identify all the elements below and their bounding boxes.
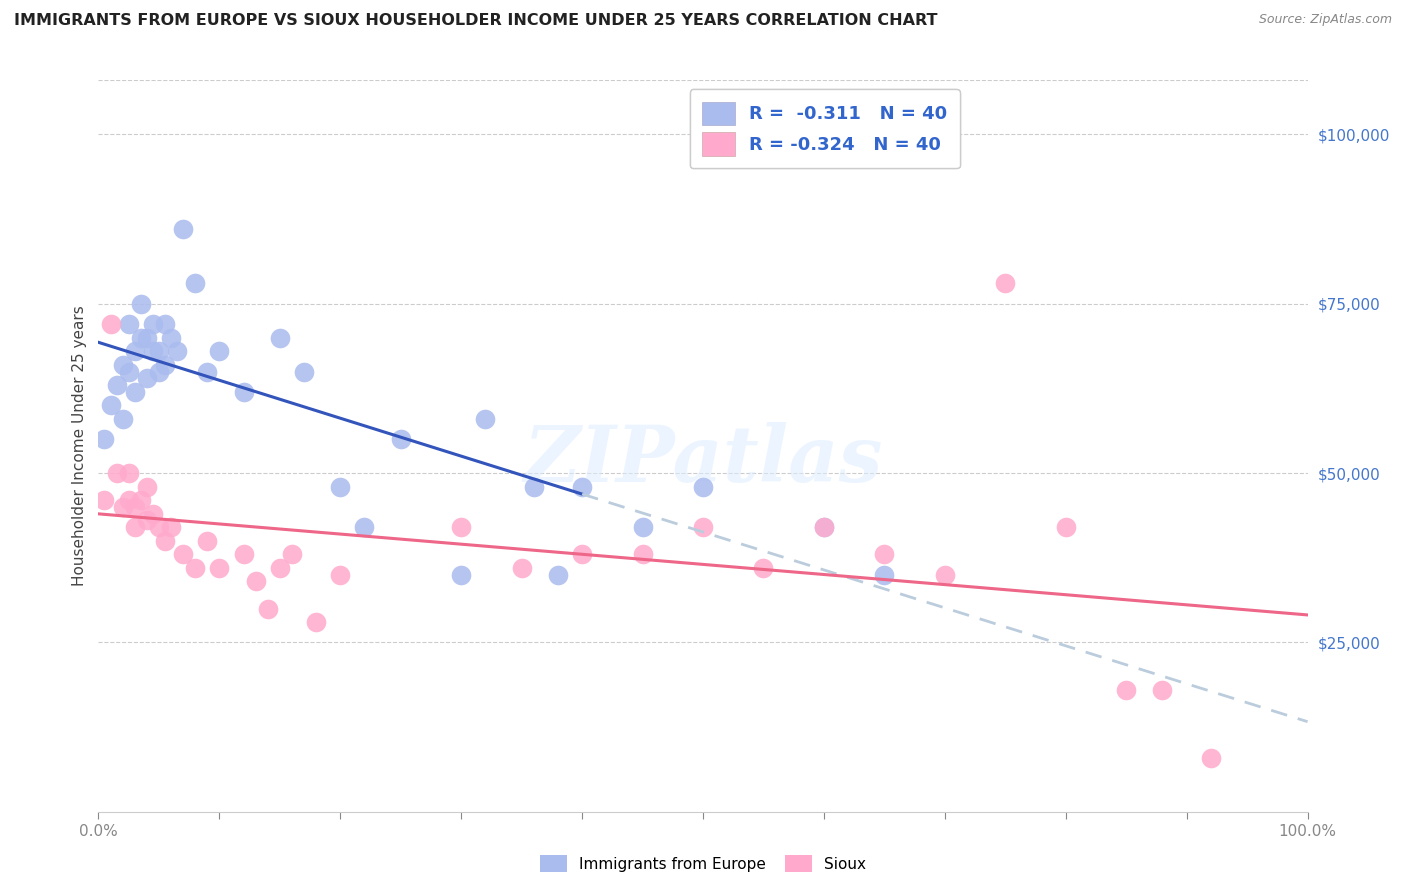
- Point: [118, 364, 141, 378]
- Point: [631, 520, 654, 534]
- Point: [105, 378, 128, 392]
- Point: [994, 277, 1017, 291]
- Point: [160, 520, 183, 534]
- Point: [124, 520, 146, 534]
- Point: [111, 358, 134, 372]
- Point: [523, 480, 546, 494]
- Point: [166, 344, 188, 359]
- Point: [353, 520, 375, 534]
- Point: [1115, 682, 1137, 697]
- Point: [135, 371, 157, 385]
- Point: [129, 297, 152, 311]
- Point: [142, 344, 165, 359]
- Point: [135, 514, 157, 528]
- Point: [389, 432, 412, 446]
- Point: [172, 222, 194, 236]
- Point: [129, 331, 152, 345]
- Point: [281, 547, 304, 561]
- Point: [148, 344, 170, 359]
- Point: [195, 533, 218, 548]
- Point: [195, 364, 218, 378]
- Point: [100, 317, 122, 331]
- Point: [124, 384, 146, 399]
- Point: [752, 561, 775, 575]
- Point: [692, 480, 714, 494]
- Point: [124, 500, 146, 514]
- Point: [184, 277, 207, 291]
- Point: [135, 331, 157, 345]
- Point: [631, 547, 654, 561]
- Point: [118, 493, 141, 508]
- Point: [124, 344, 146, 359]
- Point: [100, 398, 122, 412]
- Point: [450, 520, 472, 534]
- Point: [547, 567, 569, 582]
- Point: [269, 331, 291, 345]
- Point: [329, 480, 352, 494]
- Point: [305, 615, 328, 629]
- Point: [510, 561, 533, 575]
- Point: [474, 412, 496, 426]
- Point: [160, 331, 183, 345]
- Point: [450, 567, 472, 582]
- Point: [208, 344, 231, 359]
- Point: [93, 493, 115, 508]
- Point: [934, 567, 956, 582]
- Point: [873, 567, 896, 582]
- Point: [153, 358, 176, 372]
- Point: [142, 317, 165, 331]
- Point: [118, 466, 141, 480]
- Point: [184, 561, 207, 575]
- Y-axis label: Householder Income Under 25 years: Householder Income Under 25 years: [72, 306, 87, 586]
- Text: IMMIGRANTS FROM EUROPE VS SIOUX HOUSEHOLDER INCOME UNDER 25 YEARS CORRELATION CH: IMMIGRANTS FROM EUROPE VS SIOUX HOUSEHOL…: [14, 13, 938, 29]
- Point: [105, 466, 128, 480]
- Point: [329, 567, 352, 582]
- Point: [813, 520, 835, 534]
- Legend: Immigrants from Europe, Sioux: Immigrants from Europe, Sioux: [531, 847, 875, 880]
- Point: [571, 480, 593, 494]
- Text: ZIPatlas: ZIPatlas: [523, 423, 883, 499]
- Point: [813, 520, 835, 534]
- Point: [148, 364, 170, 378]
- Point: [153, 533, 176, 548]
- Point: [256, 601, 278, 615]
- Point: [208, 561, 231, 575]
- Point: [1152, 682, 1174, 697]
- Text: Source: ZipAtlas.com: Source: ZipAtlas.com: [1258, 13, 1392, 27]
- Point: [1199, 750, 1222, 764]
- Point: [873, 547, 896, 561]
- Point: [571, 547, 593, 561]
- Point: [1054, 520, 1077, 534]
- Point: [692, 520, 714, 534]
- Point: [118, 317, 141, 331]
- Point: [111, 412, 134, 426]
- Point: [245, 574, 267, 589]
- Point: [292, 364, 315, 378]
- Point: [269, 561, 291, 575]
- Legend: R =  -0.311   N = 40, R = -0.324   N = 40: R = -0.311 N = 40, R = -0.324 N = 40: [689, 89, 960, 169]
- Point: [111, 500, 134, 514]
- Point: [142, 507, 165, 521]
- Point: [232, 547, 254, 561]
- Point: [172, 547, 194, 561]
- Point: [129, 493, 152, 508]
- Point: [148, 520, 170, 534]
- Point: [232, 384, 254, 399]
- Point: [135, 480, 157, 494]
- Point: [153, 317, 176, 331]
- Point: [93, 432, 115, 446]
